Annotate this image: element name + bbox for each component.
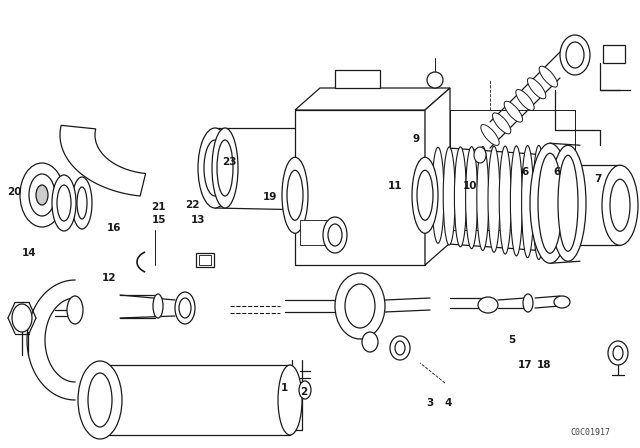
Ellipse shape [550, 145, 586, 261]
Ellipse shape [516, 90, 534, 111]
Ellipse shape [217, 140, 233, 196]
Text: 23: 23 [222, 157, 236, 167]
Text: 9: 9 [412, 134, 420, 144]
Text: 11: 11 [388, 181, 402, 191]
Bar [196, 253, 214, 267]
Ellipse shape [523, 294, 533, 312]
Text: C0C01917: C0C01917 [570, 427, 610, 436]
Text: 18: 18 [537, 360, 551, 370]
Bar [603, 45, 625, 63]
Text: 22: 22 [185, 200, 199, 210]
Ellipse shape [88, 373, 112, 427]
Ellipse shape [499, 146, 511, 254]
Bar [335, 70, 380, 88]
Ellipse shape [72, 177, 92, 229]
Text: 5: 5 [508, 336, 516, 345]
Ellipse shape [530, 143, 570, 263]
Ellipse shape [539, 66, 557, 87]
Ellipse shape [474, 147, 486, 163]
Ellipse shape [454, 147, 467, 247]
Text: 4: 4 [444, 398, 452, 408]
Text: 19: 19 [263, 192, 277, 202]
Ellipse shape [12, 304, 32, 332]
Text: 21: 21 [152, 202, 166, 212]
Ellipse shape [560, 35, 590, 75]
Ellipse shape [492, 113, 511, 134]
Text: 14: 14 [22, 248, 36, 258]
Ellipse shape [52, 175, 76, 231]
Ellipse shape [323, 217, 347, 253]
Ellipse shape [443, 147, 455, 245]
Ellipse shape [212, 128, 238, 208]
Ellipse shape [412, 157, 438, 233]
Ellipse shape [390, 336, 410, 360]
Ellipse shape [610, 179, 630, 231]
Bar [199, 255, 211, 265]
Ellipse shape [179, 298, 191, 318]
Polygon shape [60, 125, 146, 196]
Ellipse shape [511, 146, 522, 256]
Ellipse shape [527, 78, 546, 99]
Ellipse shape [299, 381, 311, 399]
Text: 15: 15 [152, 215, 166, 224]
Ellipse shape [613, 346, 623, 360]
Ellipse shape [427, 72, 443, 88]
Ellipse shape [538, 153, 562, 253]
Text: 13: 13 [191, 215, 205, 224]
Text: 16: 16 [107, 224, 121, 233]
Text: 10: 10 [463, 181, 477, 191]
Ellipse shape [558, 155, 578, 251]
Ellipse shape [278, 365, 302, 435]
Polygon shape [425, 88, 450, 265]
Ellipse shape [532, 146, 545, 259]
Ellipse shape [522, 146, 534, 258]
Ellipse shape [477, 146, 489, 250]
Ellipse shape [287, 170, 303, 220]
Ellipse shape [395, 341, 405, 355]
Ellipse shape [67, 296, 83, 324]
Ellipse shape [175, 292, 195, 324]
Ellipse shape [608, 341, 628, 365]
Ellipse shape [362, 332, 378, 352]
Ellipse shape [198, 128, 232, 208]
Ellipse shape [602, 165, 638, 245]
Text: 6: 6 [521, 168, 529, 177]
Ellipse shape [78, 361, 122, 439]
Ellipse shape [57, 185, 71, 221]
Ellipse shape [345, 284, 375, 328]
Text: 7: 7 [595, 174, 602, 184]
Bar [300, 220, 340, 245]
Bar [295, 110, 425, 265]
Ellipse shape [544, 145, 556, 261]
Ellipse shape [488, 146, 500, 252]
Polygon shape [295, 88, 450, 110]
Ellipse shape [335, 273, 385, 339]
Ellipse shape [36, 185, 48, 205]
Polygon shape [62, 186, 68, 194]
Ellipse shape [478, 297, 498, 313]
Ellipse shape [432, 147, 444, 243]
Ellipse shape [417, 170, 433, 220]
Text: 17: 17 [518, 360, 532, 370]
Text: 12: 12 [102, 273, 116, 283]
Ellipse shape [554, 296, 570, 308]
Ellipse shape [282, 157, 308, 233]
Ellipse shape [328, 224, 342, 246]
Ellipse shape [204, 140, 226, 196]
Text: 1: 1 [281, 383, 289, 392]
Ellipse shape [77, 187, 87, 219]
Ellipse shape [29, 174, 55, 216]
Text: 2: 2 [300, 387, 308, 397]
Ellipse shape [153, 294, 163, 318]
Ellipse shape [566, 42, 584, 68]
Text: 3: 3 [426, 398, 434, 408]
Ellipse shape [466, 146, 477, 249]
Text: 6: 6 [553, 168, 561, 177]
Text: 20: 20 [7, 187, 21, 197]
Ellipse shape [504, 101, 522, 122]
Ellipse shape [20, 163, 64, 227]
Ellipse shape [481, 125, 499, 146]
